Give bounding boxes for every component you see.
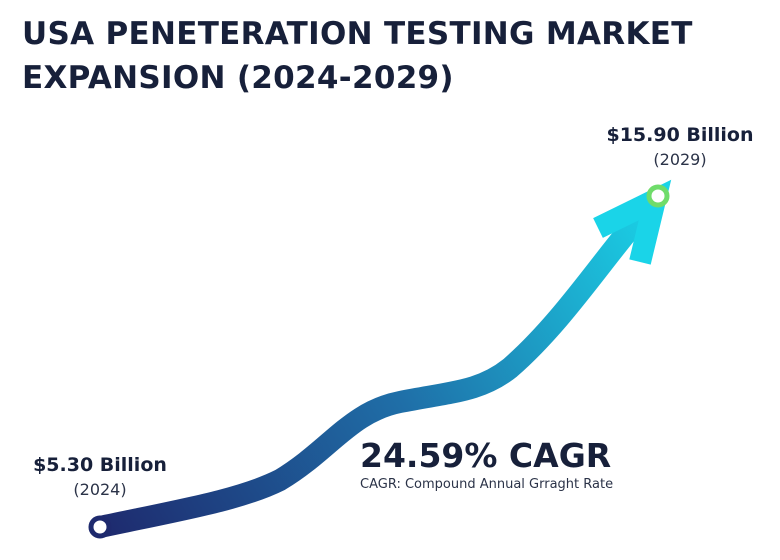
start-label: $5.30 Billion (2024) — [28, 454, 172, 499]
end-value: $15.90 Billion — [606, 124, 754, 146]
page-title: USA PENETERATION TESTING MARKET EXPANSIO… — [22, 16, 693, 96]
start-value: $5.30 Billion — [33, 454, 167, 476]
cagr-block: 24.59% CAGR CAGR: Compound Annual Grragh… — [360, 436, 613, 492]
cagr-note: CAGR: Compound Annual Grraght Rate — [360, 477, 614, 492]
end-point-marker — [646, 184, 670, 208]
growth-line — [89, 194, 661, 538]
end-label: $15.90 Billion (2029) — [600, 124, 760, 169]
cagr-value: 24.59% CAGR — [360, 436, 612, 475]
start-year: (2024) — [73, 480, 127, 499]
end-year: (2029) — [653, 150, 707, 169]
start-point-marker — [88, 515, 112, 539]
